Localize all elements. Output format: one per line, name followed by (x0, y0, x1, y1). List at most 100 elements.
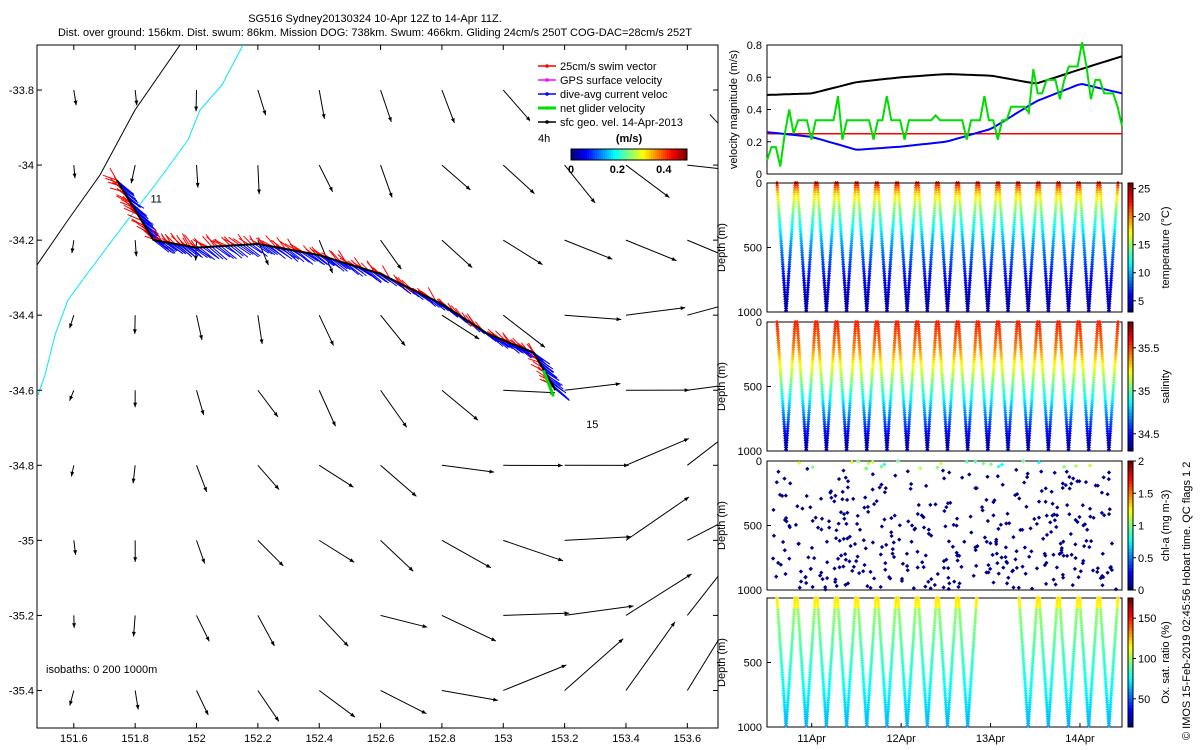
profile-sample-point (815, 185, 820, 190)
profile-sample-point (990, 241, 995, 246)
arrow-head (388, 116, 392, 122)
depth-colorbar-segment (1128, 386, 1133, 391)
profile-sample-point (821, 271, 826, 276)
arrow-head (348, 483, 354, 488)
profile-sample-point (961, 248, 966, 253)
arrow-shaft (564, 605, 634, 616)
swim-vector (223, 238, 237, 246)
arrow-shaft (564, 239, 613, 260)
profile-sample-point (959, 225, 964, 230)
profile-sample-point (791, 208, 796, 213)
arrow-head (134, 251, 138, 257)
profile-sample-point (973, 192, 978, 197)
profile-sample-point (776, 208, 781, 213)
depth-colorbar-segment (1128, 334, 1133, 339)
arrow-shaft (318, 615, 349, 647)
arrow-shaft (625, 573, 692, 616)
depth-colorbar-segment (1128, 383, 1133, 387)
profile-sample-point (886, 287, 891, 292)
profile-sample-point (933, 190, 938, 195)
profile-sample-point (778, 225, 783, 230)
arrow-head (134, 100, 139, 106)
depth-colorbar-segment (1128, 367, 1133, 371)
profile-sample-point (829, 243, 834, 248)
map-x-tick-label: 153.2 (551, 733, 579, 745)
depth-colorbar-segment (1128, 396, 1133, 400)
profile-sample-point (976, 181, 981, 185)
profile-sample-point (820, 248, 825, 253)
profile-sample-point (979, 213, 984, 218)
profile-sample-point (838, 220, 843, 225)
profile-sample-point (839, 236, 844, 241)
depth-colorbar-segment (1128, 392, 1133, 397)
dac-vector (128, 199, 142, 208)
depth-colorbar-segment (1128, 250, 1133, 255)
depth-colorbar-segment (1128, 322, 1133, 326)
colorbar-tick-label: 0.2 (610, 164, 625, 176)
profile-sample-point (872, 201, 877, 206)
map-ticks: 151.6 151.8 152 152.2 152.4 152.6 152.8 153 153.… (9, 45, 718, 745)
geo-velocity-arrow (380, 239, 402, 270)
profile-sample-point (881, 264, 886, 269)
depth-colorbar-segment (1128, 292, 1133, 297)
profile-sample-point (879, 229, 884, 234)
geo-velocity-arrow (69, 690, 75, 706)
geo-velocity-arrow (625, 621, 676, 691)
depth-colorbar-segment (1128, 418, 1133, 423)
profile-sample-point (865, 294, 870, 299)
profile-sample-point (876, 192, 881, 197)
arrow-head (130, 178, 135, 184)
arrow-shaft (257, 690, 280, 722)
arrow-head (278, 561, 284, 566)
profile-sample-point (896, 181, 901, 185)
swim-vector (280, 241, 292, 251)
profile-points (775, 181, 1120, 313)
geo-velocity-arrow (196, 540, 206, 564)
depth-colorbar-segment (1128, 373, 1133, 378)
arrow-shaft (441, 614, 497, 642)
depth-colorbar-segment (1128, 228, 1133, 232)
geo-velocity-arrow (70, 240, 75, 254)
isobath-line (37, 45, 181, 266)
arrow-shaft (564, 536, 632, 541)
profile-sample-point (951, 220, 956, 225)
dac-vector (367, 269, 382, 283)
arrow-head (135, 704, 140, 710)
colorbar-segment (635, 149, 638, 160)
profile-sample-point (868, 264, 872, 269)
geo-velocity-arrow (318, 464, 354, 488)
dac-vector (542, 367, 558, 379)
dac-vector (176, 243, 193, 258)
profile-sample-point (992, 208, 997, 213)
profile-sample-point (825, 294, 830, 299)
profile-sample-point (950, 232, 955, 237)
dac-vector (189, 246, 204, 258)
profile-sample-point (953, 201, 958, 206)
geo-velocity-arrow (380, 690, 427, 715)
profile-sample-point (787, 264, 792, 269)
colorbar-segment (601, 149, 604, 160)
profile-sample-point (812, 190, 817, 195)
arrow-head (204, 710, 209, 716)
arrow-head (616, 317, 622, 322)
arrow-shaft (687, 239, 718, 254)
geo-velocity-arrow (196, 615, 210, 642)
profile-sample-point (989, 264, 994, 269)
profile-sample-point (853, 185, 858, 190)
colorbar-segment (591, 149, 594, 160)
arrow-head (754, 503, 759, 507)
depth-colorbar-segment (1128, 363, 1133, 368)
profile-sample-point (950, 243, 955, 248)
colorbar-segment (599, 149, 602, 160)
arrow-shaft (380, 614, 428, 628)
velocity-y-tick-label: 0 (756, 169, 762, 181)
swim-vector (527, 358, 540, 363)
profile-sample-point (979, 225, 984, 230)
arrow-head (72, 173, 77, 179)
colorbar-segment (641, 149, 644, 160)
arrow-shaft (441, 539, 492, 569)
arrow-head (396, 264, 402, 270)
arrow-head (733, 611, 737, 616)
dac-vector (133, 206, 149, 220)
